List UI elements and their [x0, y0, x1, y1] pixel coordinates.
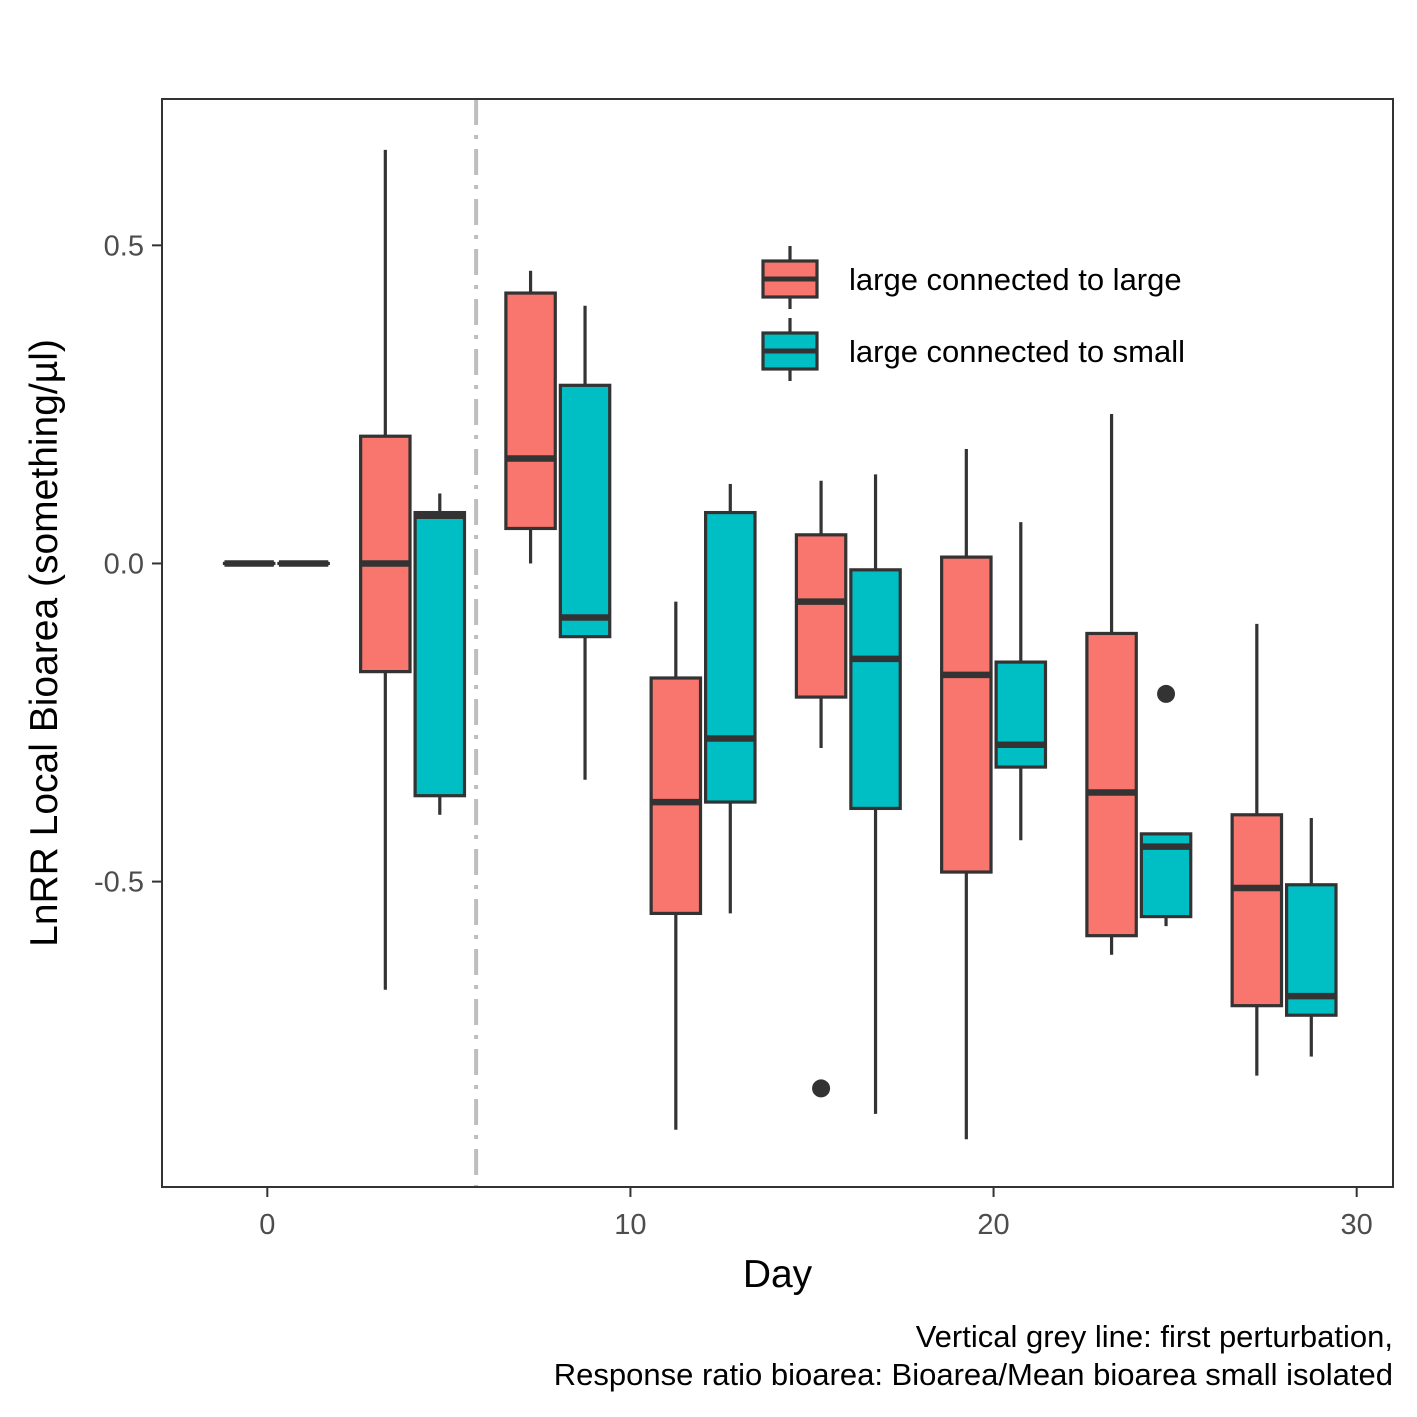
- box-series2-3: [558, 305, 612, 780]
- box-series2-7: [1139, 684, 1193, 927]
- series-2: [277, 305, 1338, 1114]
- box-body: [994, 660, 1048, 769]
- caption-line-2: Response ratio bioarea: Bioarea/Mean bio…: [554, 1357, 1393, 1392]
- legend-item-2: large connected to small: [761, 318, 1185, 381]
- x-axis-title: Day: [743, 1253, 813, 1296]
- x-tick-label: 0: [259, 1209, 275, 1241]
- box-series2-4: [704, 483, 757, 914]
- boxes-layer: [222, 149, 1338, 1140]
- box-series1-7: [1085, 413, 1138, 955]
- box-body: [504, 291, 557, 531]
- x-tick-label: 20: [977, 1209, 1009, 1241]
- box-body: [940, 555, 993, 874]
- box-series2-8: [1285, 817, 1338, 1057]
- box-series2-2: [413, 493, 467, 815]
- box-series1-5: [794, 480, 848, 1098]
- legend-item-1: large connected to large: [761, 246, 1182, 309]
- caption-line-1: Vertical grey line: first perturbation,: [916, 1319, 1393, 1354]
- legend-label: large connected to large: [849, 262, 1182, 297]
- box-body: [359, 434, 412, 674]
- box-series2-6: [994, 522, 1048, 841]
- box-body: [649, 676, 703, 916]
- box-series1-4: [649, 601, 703, 1130]
- y-tick-label: 0.0: [104, 548, 144, 580]
- box-series1-6: [940, 448, 993, 1140]
- box-body: [1085, 631, 1138, 938]
- x-tick-label: 10: [614, 1209, 646, 1241]
- outlier-point: [812, 1079, 831, 1098]
- x-tick-label: 30: [1341, 1209, 1373, 1241]
- y-axis-title: LnRR Local Bioarea (something/µl): [23, 339, 66, 947]
- series-1: [222, 149, 1284, 1140]
- box-body: [704, 510, 757, 804]
- x-axis: 0 10 20 30: [259, 1187, 1373, 1241]
- legend: large connected to large large connected …: [761, 246, 1185, 381]
- y-tick-label: -0.5: [94, 867, 144, 899]
- outlier-point: [1157, 684, 1176, 703]
- box-series1-2: [359, 149, 412, 990]
- box-body: [794, 533, 848, 699]
- panel-border: [161, 98, 1394, 1188]
- box-series2-5: [849, 474, 902, 1114]
- box-body: [558, 383, 612, 639]
- y-tick-label: 0.5: [104, 230, 144, 262]
- legend-label: large connected to small: [849, 334, 1185, 369]
- box-body: [1230, 813, 1284, 1008]
- box-series1-8: [1230, 623, 1284, 1076]
- box-body: [849, 568, 902, 811]
- box-body: [413, 510, 467, 798]
- y-axis: -0.5 0.0 0.5: [94, 230, 162, 899]
- box-series1-3: [504, 270, 557, 564]
